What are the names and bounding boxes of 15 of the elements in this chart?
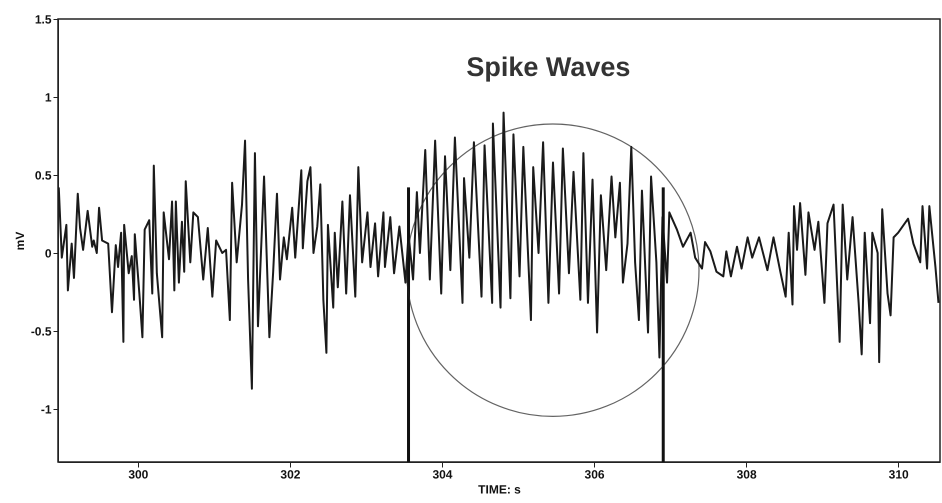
x-tick-label: 306 [584,468,605,482]
x-tick-label: 310 [888,468,910,482]
y-tick-label: -0.5 [30,324,52,338]
x-tick-label: 308 [736,468,757,482]
y-tick-label: 1.5 [34,12,52,26]
x-tick-label: 302 [280,468,301,482]
y-axis-title: mV [12,232,27,250]
x-tick-label: 304 [432,468,453,482]
annotation: Spike Waves [466,52,630,82]
y-tick-label: 0.5 [34,168,52,182]
x-axis-title: TIME: s [478,482,522,496]
y-tick-label: 1 [44,90,52,104]
y-tick-label: 0 [44,246,52,260]
y-tick-label: -1 [40,402,52,416]
x-tick-label: 300 [128,468,149,482]
